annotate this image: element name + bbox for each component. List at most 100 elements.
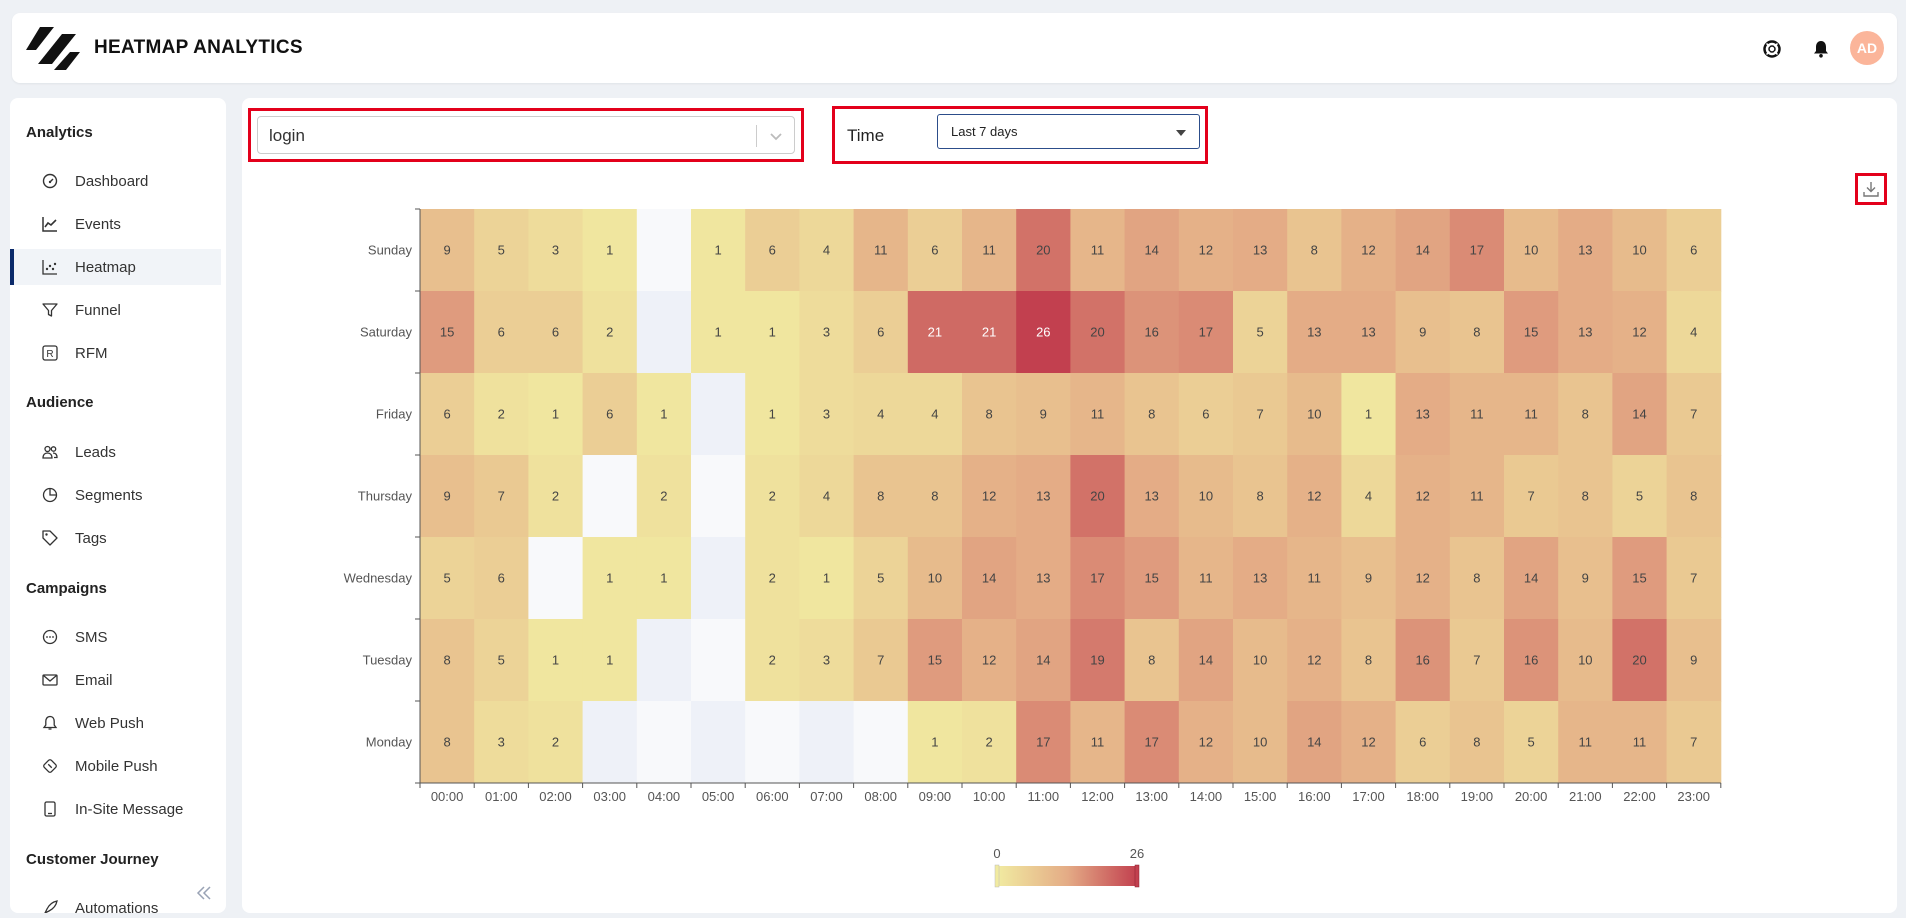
sidebar-item-web-push[interactable]: Web Push xyxy=(10,705,221,741)
sidebar-item-email[interactable]: Email xyxy=(10,662,221,698)
cell-value-label: 3 xyxy=(552,243,559,258)
x-tick-label: 08:00 xyxy=(864,789,897,804)
heatmap-cell xyxy=(1070,701,1126,784)
cell-value-label: 8 xyxy=(443,653,450,668)
heatmap-cell xyxy=(907,537,963,620)
heatmap-cell xyxy=(1449,455,1505,538)
heatmap-cell xyxy=(799,291,855,374)
caret-down-icon xyxy=(1176,130,1186,136)
cell-value-label: 7 xyxy=(1473,653,1480,668)
support-icon[interactable] xyxy=(1761,38,1783,60)
sidebar-item-events[interactable]: Events xyxy=(10,206,221,242)
heatmap-cell xyxy=(1341,701,1397,784)
time-label: Time xyxy=(847,126,885,145)
event-select[interactable]: login xyxy=(257,116,795,154)
heatmap-cell xyxy=(474,537,529,620)
cell-value-label: 6 xyxy=(1690,243,1697,258)
heatmap-cell xyxy=(1341,455,1397,538)
cell-value-label: 6 xyxy=(606,407,613,422)
heatmap-cell xyxy=(636,701,692,784)
heatmap-cell xyxy=(799,373,855,456)
cell-value-label: 11 xyxy=(1633,735,1647,750)
cell-value-label: 13 xyxy=(1253,571,1267,586)
heatmap-cell xyxy=(853,455,909,538)
sidebar: Analytics Dashboard Events Heatmap Funne… xyxy=(10,98,226,913)
heatmap-cell xyxy=(853,537,909,620)
sidebar-item-mobile-push[interactable]: Mobile Push xyxy=(10,748,221,784)
sidebar-item-automations[interactable]: Automations xyxy=(10,890,221,913)
heatmap-cell xyxy=(907,619,963,702)
cell-value-label: 16 xyxy=(1144,325,1158,340)
cell-value-label: 11 xyxy=(1091,407,1105,422)
heatmap-cell xyxy=(1178,619,1234,702)
heatmap-cell xyxy=(1666,619,1722,702)
cell-value-label: 13 xyxy=(1036,489,1050,504)
y-tick-label: Wednesday xyxy=(344,571,413,586)
sidebar-item-rfm[interactable]: R RFM xyxy=(10,335,221,371)
download-icon[interactable] xyxy=(1855,173,1887,205)
heatmap-cell xyxy=(1612,455,1668,538)
cell-value-label: 11 xyxy=(874,243,888,258)
cell-value-label: 10 xyxy=(1253,735,1267,750)
x-tick-label: 09:00 xyxy=(919,789,952,804)
heatmap-cell xyxy=(1449,619,1505,702)
cell-value-label: 11 xyxy=(982,243,996,258)
bell-icon[interactable] xyxy=(1810,38,1832,60)
heatmap-cell xyxy=(1612,291,1668,374)
cell-value-label: 14 xyxy=(1307,735,1321,750)
double-chevron-left-icon[interactable] xyxy=(193,882,215,904)
sidebar-item-in-site-message[interactable]: In-Site Message xyxy=(10,791,221,827)
heatmap-cell xyxy=(1233,455,1288,538)
sidebar-item-sms[interactable]: SMS xyxy=(10,619,221,655)
cell-value-label: 5 xyxy=(1527,735,1534,750)
heatmap-cell xyxy=(1016,537,1071,620)
pie-chart-icon xyxy=(41,486,59,504)
heatmap-cell xyxy=(745,537,800,620)
heatmap-cell xyxy=(1449,291,1505,374)
x-tick-label: 07:00 xyxy=(810,789,843,804)
x-tick-label: 02:00 xyxy=(539,789,572,804)
cell-value-label: 15 xyxy=(440,325,454,340)
cell-value-label: 15 xyxy=(1632,571,1646,586)
sidebar-item-dashboard[interactable]: Dashboard xyxy=(10,163,221,199)
cell-value-label: 13 xyxy=(1144,489,1158,504)
cell-value-label: 11 xyxy=(1091,243,1105,258)
heatmap-cell xyxy=(1070,373,1126,456)
cell-value-label: 17 xyxy=(1470,243,1484,258)
sidebar-item-label: Mobile Push xyxy=(75,757,158,775)
sidebar-item-label: Automations xyxy=(75,899,159,914)
heatmap-cell xyxy=(1666,291,1722,374)
time-range-select[interactable]: Last 7 days xyxy=(937,114,1200,149)
cell-value-label: 2 xyxy=(769,489,776,504)
cell-value-label: 10 xyxy=(1307,407,1321,422)
x-tick-label: 13:00 xyxy=(1135,789,1168,804)
cell-value-label: 12 xyxy=(982,653,996,668)
heatmap-cell xyxy=(907,291,963,374)
cell-value-label: 12 xyxy=(1415,571,1429,586)
heatmap-cell xyxy=(1178,537,1234,620)
cell-value-label: 8 xyxy=(1473,571,1480,586)
cell-value-label: 8 xyxy=(1311,243,1318,258)
sidebar-item-segments[interactable]: Segments xyxy=(10,477,221,513)
x-tick-label: 22:00 xyxy=(1623,789,1656,804)
sidebar-item-label: SMS xyxy=(75,628,108,646)
cell-value-label: 11 xyxy=(1199,571,1213,586)
x-tick-label: 17:00 xyxy=(1352,789,1385,804)
sidebar-item-funnel[interactable]: Funnel xyxy=(10,292,221,328)
heatmap-cell xyxy=(1124,291,1180,374)
cell-value-label: 9 xyxy=(1690,653,1697,668)
heatmap-cell xyxy=(1558,455,1613,538)
cell-value-label: 7 xyxy=(1690,735,1697,750)
heatmap-cell xyxy=(420,291,475,374)
x-tick-label: 11:00 xyxy=(1028,789,1060,804)
heatmap-cell xyxy=(1178,209,1234,292)
sidebar-item-tags[interactable]: Tags xyxy=(10,520,221,556)
sidebar-item-heatmap[interactable]: Heatmap xyxy=(10,249,221,285)
cell-value-label: 9 xyxy=(443,489,450,504)
cell-value-label: 8 xyxy=(877,489,884,504)
sidebar-item-leads[interactable]: Leads xyxy=(10,434,221,470)
time-range-value: Last 7 days xyxy=(951,124,1018,139)
heatmap-cell xyxy=(1233,701,1288,784)
cell-value-label: 4 xyxy=(823,489,830,504)
avatar[interactable]: AD xyxy=(1850,31,1884,65)
